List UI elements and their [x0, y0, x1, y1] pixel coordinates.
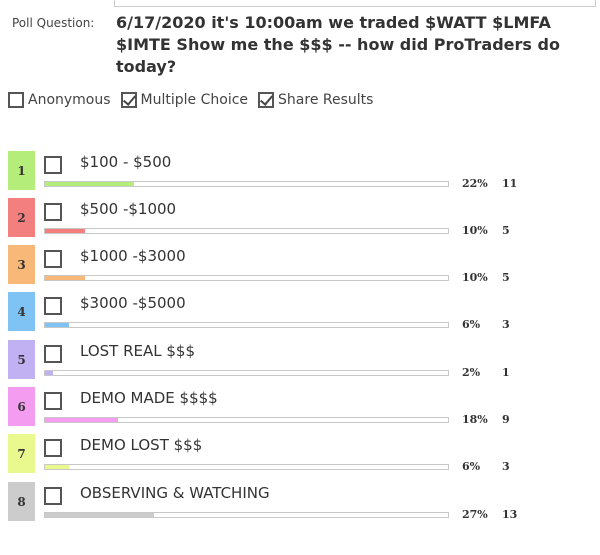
answer-percent: 2%	[462, 366, 481, 379]
answer-row-3: 3 $1000 -$3000 10% 5	[8, 245, 598, 287]
option-share-results[interactable]: Share Results	[258, 92, 373, 108]
result-bar-fill	[45, 465, 70, 469]
answer-label: $3000 -$5000	[80, 294, 186, 312]
result-bar-fill	[45, 371, 54, 375]
result-bar	[44, 181, 449, 187]
result-bar-fill	[45, 276, 86, 280]
result-bar-fill	[45, 323, 70, 327]
answer-votes: 3	[502, 318, 510, 331]
answer-stats: 6% 3	[462, 318, 510, 331]
answer-number: 6	[8, 387, 35, 426]
answer-stats: 27% 13	[462, 508, 517, 521]
answer-stats: 6% 3	[462, 460, 510, 473]
result-bar-fill	[45, 182, 134, 186]
answer-row-8: 8 OBSERVING & WATCHING 27% 13	[8, 482, 598, 524]
answer-stats: 18% 9	[462, 413, 510, 426]
answer-votes: 1	[502, 366, 510, 379]
answer-checkbox[interactable]	[44, 297, 62, 315]
answer-stats: 10% 5	[462, 224, 510, 237]
answer-label: $100 - $500	[80, 153, 172, 171]
result-bar-fill	[45, 513, 154, 517]
answer-number: 2	[8, 198, 35, 237]
answer-label: DEMO MADE $$$$	[80, 389, 218, 407]
answer-row-6: 6 DEMO MADE $$$$ 18% 9	[8, 387, 598, 429]
answer-row-1: 1 $100 - $500 22% 11	[8, 151, 598, 193]
answer-row-2: 2 $500 -$1000 10% 5	[8, 198, 598, 240]
answer-checkbox[interactable]	[44, 392, 62, 410]
result-bar	[44, 275, 449, 281]
result-bar	[44, 322, 449, 328]
option-anonymous[interactable]: Anonymous	[8, 92, 111, 108]
answer-votes: 9	[502, 413, 510, 426]
answer-percent: 6%	[462, 318, 481, 331]
answer-checkbox[interactable]	[44, 156, 62, 174]
answer-percent: 22%	[462, 177, 488, 190]
answer-number: 1	[8, 151, 35, 190]
multiple-choice-checkbox[interactable]	[120, 92, 137, 108]
answer-checkbox[interactable]	[44, 345, 62, 363]
answer-row-4: 4 $3000 -$5000 6% 3	[8, 292, 598, 334]
answer-votes: 5	[502, 271, 510, 284]
option-multiple-choice[interactable]: Multiple Choice	[120, 92, 249, 108]
result-bar	[44, 417, 449, 423]
answer-number: 7	[8, 434, 35, 473]
poll-question-label: Poll Question:	[12, 16, 95, 30]
result-bar	[44, 370, 449, 376]
anonymous-checkbox[interactable]	[8, 92, 24, 108]
result-bar-fill	[45, 418, 118, 422]
answer-percent: 10%	[462, 271, 488, 284]
answer-stats: 2% 1	[462, 366, 510, 379]
answer-stats: 22% 11	[462, 177, 517, 190]
answer-label: $500 -$1000	[80, 200, 177, 218]
answer-label: LOST REAL $$$	[80, 342, 195, 360]
answer-stats: 10% 5	[462, 271, 510, 284]
answer-percent: 10%	[462, 224, 488, 237]
answer-label: DEMO LOST $$$	[80, 436, 203, 454]
answer-votes: 5	[502, 224, 510, 237]
top-input-field[interactable]	[114, 0, 596, 7]
answer-votes: 13	[502, 508, 518, 521]
share-results-label: Share Results	[278, 92, 374, 108]
answer-percent: 27%	[462, 508, 488, 521]
answer-number: 3	[8, 245, 35, 284]
answer-row-7: 7 DEMO LOST $$$ 6% 3	[8, 434, 598, 476]
result-bar-fill	[45, 229, 86, 233]
share-results-checkbox[interactable]	[258, 92, 275, 108]
anonymous-label: Anonymous	[28, 92, 111, 108]
multiple-choice-label: Multiple Choice	[140, 92, 249, 108]
answer-checkbox[interactable]	[44, 487, 62, 505]
result-bar	[44, 228, 449, 234]
answer-row-5: 5 LOST REAL $$$ 2% 1	[8, 340, 598, 382]
answer-votes: 11	[502, 177, 518, 190]
poll-options-row: Anonymous Multiple Choice Share Results	[8, 92, 383, 108]
answer-label: $1000 -$3000	[80, 247, 186, 265]
answer-votes: 3	[502, 460, 510, 473]
answer-percent: 6%	[462, 460, 481, 473]
poll-question-text: 6/17/2020 it's 10:00am we traded $WATT $…	[116, 13, 560, 76]
answer-number: 5	[8, 340, 35, 379]
answer-checkbox[interactable]	[44, 250, 62, 268]
answer-number: 8	[8, 482, 35, 521]
answer-checkbox[interactable]	[44, 203, 62, 221]
answer-percent: 18%	[462, 413, 488, 426]
answer-label: OBSERVING & WATCHING	[80, 484, 270, 502]
result-bar	[44, 512, 449, 518]
answer-checkbox[interactable]	[44, 439, 62, 457]
answer-number: 4	[8, 292, 35, 331]
result-bar	[44, 464, 449, 470]
